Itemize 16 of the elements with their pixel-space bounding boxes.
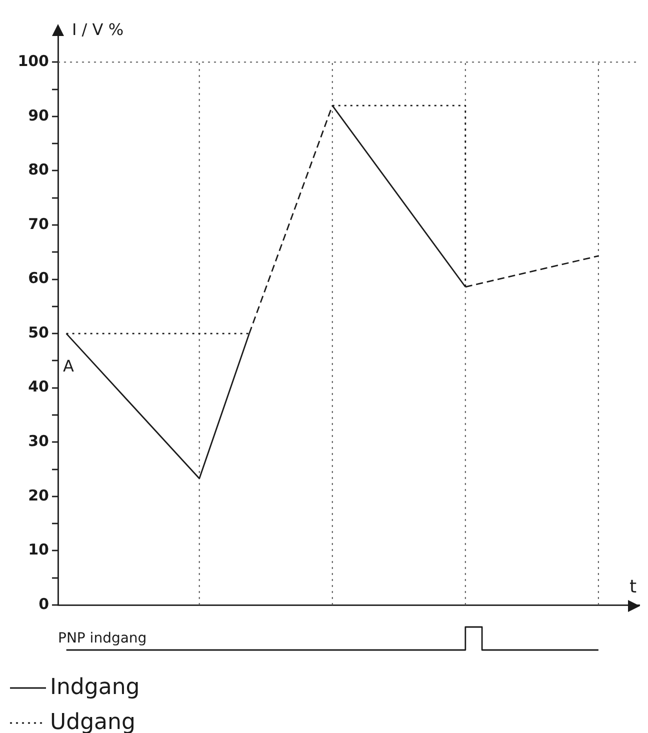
y-tick-label: 70	[28, 214, 49, 233]
y-tick-label: 100	[18, 52, 49, 70]
y-tick-label: 10	[28, 540, 49, 559]
y-tick-label: 30	[28, 432, 49, 450]
chart-title: PNP indgang	[58, 630, 147, 647]
y-tick-label: 90	[28, 106, 49, 124]
annotation: A	[63, 356, 74, 376]
y-tick-label: 80	[28, 160, 49, 179]
y-tick-label: 50	[28, 323, 49, 342]
y-tick-label: 20	[28, 486, 49, 504]
y-tick-label: 40	[28, 378, 49, 396]
y-axis-title: I / V %	[72, 20, 124, 40]
legend-label: Indgang	[50, 675, 140, 700]
y-tick-label: 60	[28, 269, 49, 288]
y-tick-label: 0	[38, 594, 49, 613]
x-axis-title: t	[629, 576, 637, 598]
